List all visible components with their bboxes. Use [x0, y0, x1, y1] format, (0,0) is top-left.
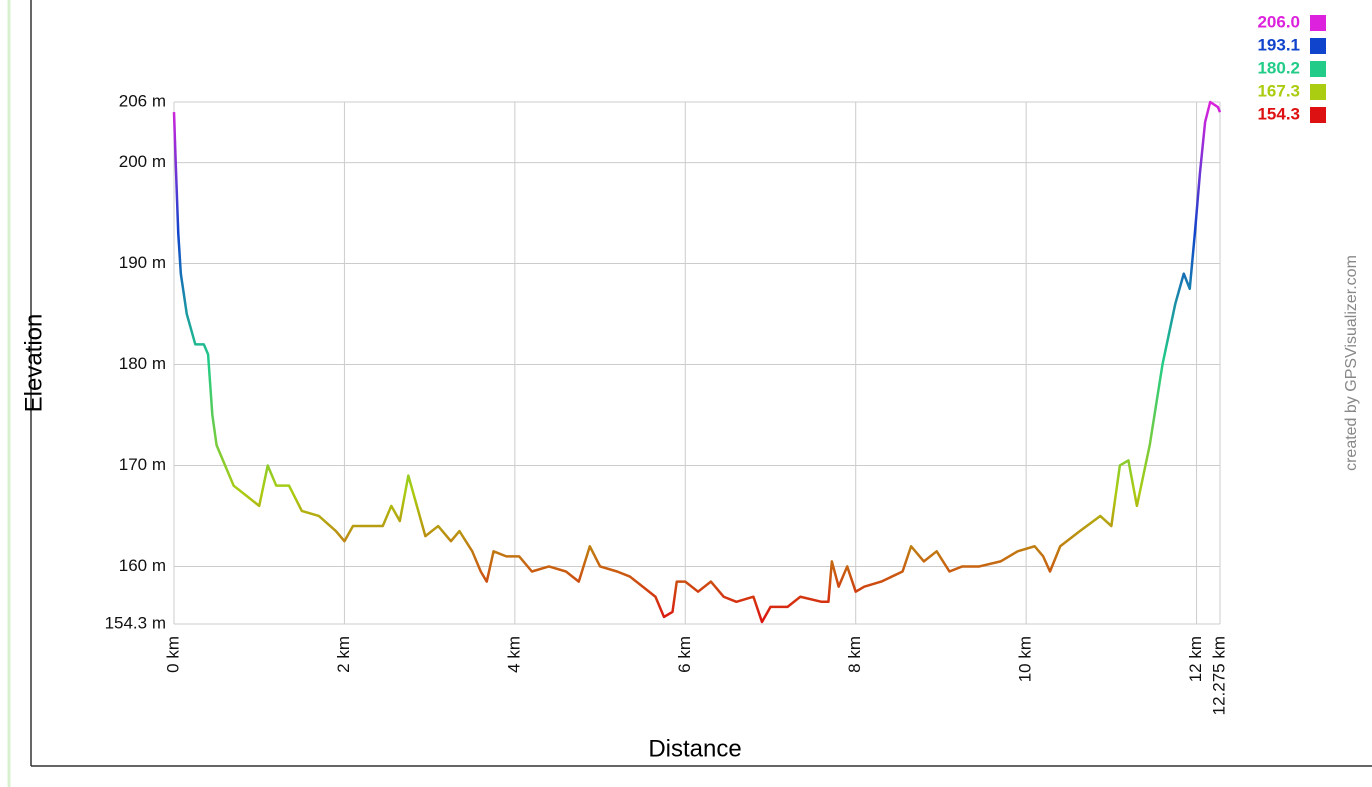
- x-tick-label: 6 km: [675, 636, 694, 673]
- y-tick-label: 206 m: [119, 91, 166, 110]
- y-tick-label: 170 m: [119, 455, 166, 474]
- y-tick-label: 190 m: [119, 253, 166, 272]
- y-tick-label: 200 m: [119, 152, 166, 171]
- legend-swatch: [1310, 61, 1326, 77]
- y-tick-label: 160 m: [119, 556, 166, 575]
- x-tick-label: 12 km: [1186, 636, 1205, 682]
- legend-label: 167.3: [1257, 81, 1300, 100]
- x-tick-label: 10 km: [1016, 636, 1035, 682]
- x-tick-label: 12.275 km: [1209, 636, 1228, 715]
- y-tick-label: 154.3 m: [105, 613, 166, 632]
- legend-label: 180.2: [1257, 58, 1300, 77]
- legend-label: 193.1: [1257, 35, 1300, 54]
- legend-swatch: [1310, 107, 1326, 123]
- legend-swatch: [1310, 15, 1326, 31]
- x-tick-label: 4 km: [504, 636, 523, 673]
- legend-label: 206.0: [1257, 12, 1300, 31]
- x-tick-label: 2 km: [334, 636, 353, 673]
- x-axis-title: Distance: [648, 735, 741, 762]
- legend-swatch: [1310, 84, 1326, 100]
- y-axis-title: Elevation: [20, 314, 47, 413]
- legend-label: 154.3: [1257, 104, 1300, 123]
- legend-swatch: [1310, 38, 1326, 54]
- x-tick-label: 8 km: [845, 636, 864, 673]
- x-tick-label: 0 km: [163, 636, 182, 673]
- credit: created by GPSVisualizer.com: [1343, 255, 1360, 471]
- y-tick-label: 180 m: [119, 354, 166, 373]
- elevation-line: [172, 100, 1222, 624]
